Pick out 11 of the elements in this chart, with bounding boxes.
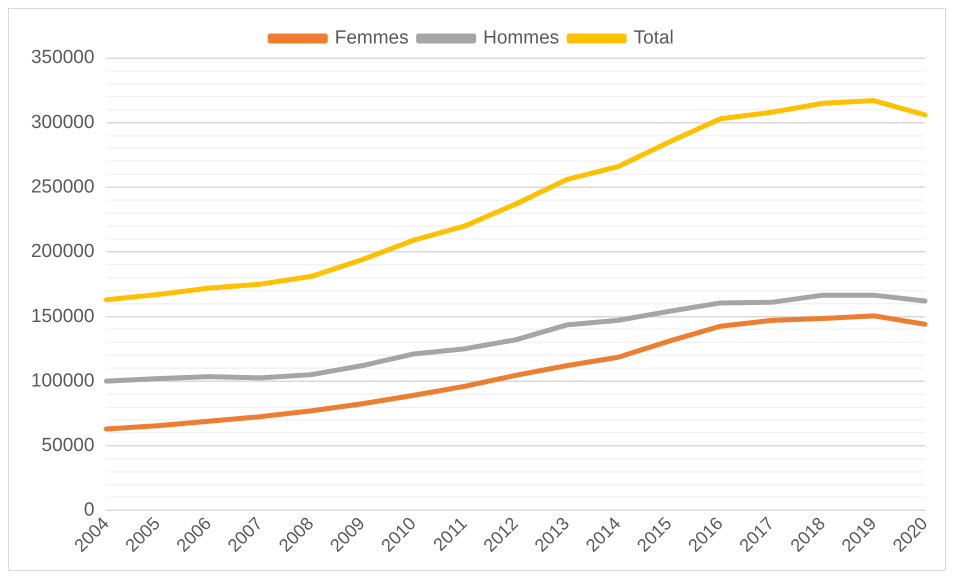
legend-label: Femmes <box>334 28 409 49</box>
legend-label: Total <box>634 28 674 49</box>
y-tick-label: 300000 <box>30 112 94 133</box>
y-tick-label: 0 <box>84 500 94 521</box>
y-tick-label: 100000 <box>30 370 94 392</box>
y-tick-label: 350000 <box>30 47 94 68</box>
y-tick-label: 150000 <box>30 306 94 327</box>
y-tick-label: 250000 <box>30 176 94 198</box>
legend-label: Hommes <box>483 28 560 49</box>
y-tick-label: 200000 <box>30 241 94 262</box>
y-tick-label: 50000 <box>42 435 94 456</box>
